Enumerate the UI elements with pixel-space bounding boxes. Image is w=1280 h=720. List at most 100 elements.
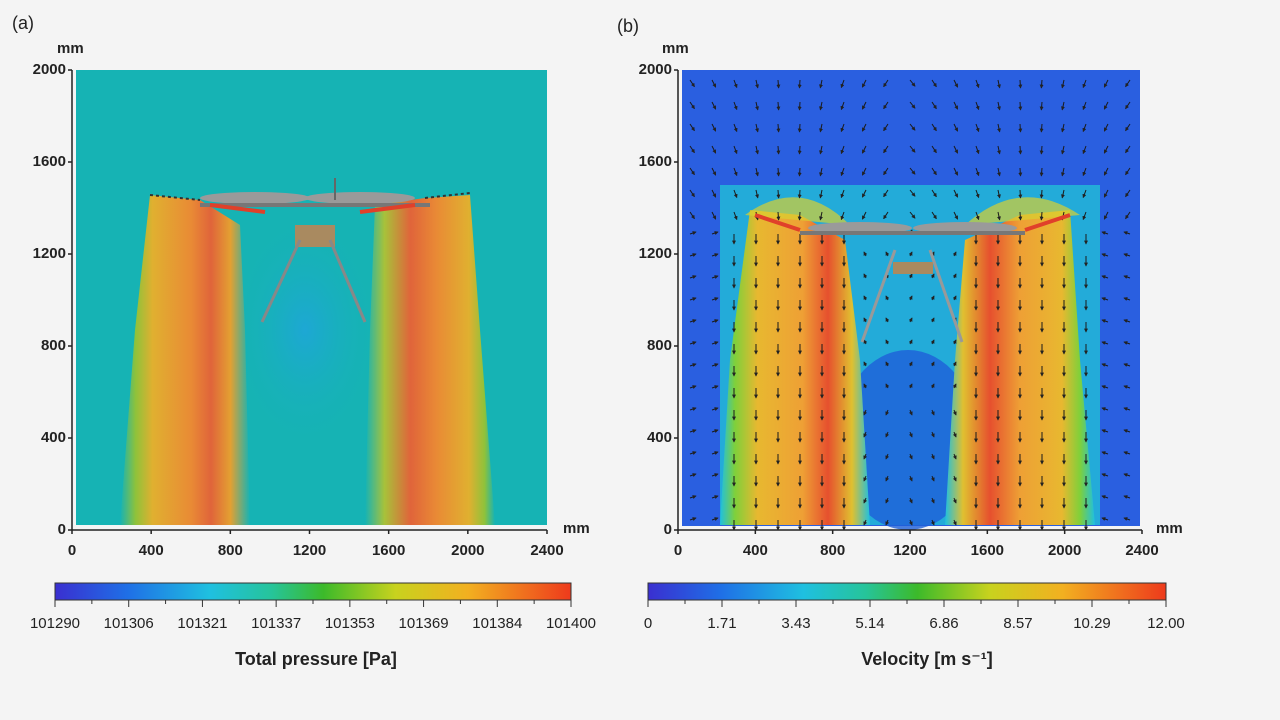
panel-a-label: (a) (12, 13, 34, 33)
axis-ticks-b (674, 69, 1143, 534)
x-tick-label-b: 2000 (1047, 542, 1082, 559)
velocity-arrow (1061, 145, 1065, 155)
velocity-arrow (733, 211, 738, 221)
y-tick-label-a: 1200 (32, 245, 66, 262)
velocity-arrow (952, 453, 957, 460)
velocity-arrow (952, 251, 957, 257)
tip-vortex-right (965, 197, 1080, 225)
velocity-arrow (1125, 79, 1131, 88)
velocity-arrow (797, 211, 802, 221)
velocity-arrow (755, 79, 759, 89)
velocity-arrow (953, 79, 959, 88)
velocity-arrow (1103, 101, 1109, 110)
velocity-arrow (863, 497, 868, 504)
velocity-arrow (819, 123, 823, 133)
x-tick-label-b: 0 (673, 542, 683, 559)
velocity-arrow (1101, 341, 1109, 345)
velocity-arrow (908, 453, 913, 460)
velocity-arrow (1123, 319, 1131, 323)
velocity-arrow (711, 319, 719, 323)
velocity-arrow (755, 101, 759, 111)
velocity-arrow (861, 189, 867, 198)
velocity-arrow (1039, 167, 1044, 177)
velocity-arrow (711, 517, 719, 521)
velocity-arrow (909, 167, 916, 175)
velocity-arrow (930, 409, 935, 416)
velocity-arrow (1123, 407, 1131, 411)
velocity-arrow (863, 251, 868, 257)
colorbar-velocity-title: Velocity [m s⁻¹] (861, 649, 993, 669)
velocity-arrow (733, 101, 738, 111)
y-tick-label-b: 400 (646, 429, 672, 446)
velocity-arrow (689, 101, 695, 110)
velocity-arrow (953, 167, 959, 176)
velocity-arrow (1039, 79, 1044, 89)
velocity-arrow (755, 145, 759, 155)
velocity-arrow (711, 253, 719, 257)
velocity-arrow (1125, 189, 1131, 198)
velocity-arrow (908, 519, 913, 526)
velocity-arrow (908, 409, 913, 416)
velocity-arrow (689, 145, 695, 154)
velocity-arrow (883, 123, 889, 132)
velocity-arrow (883, 167, 889, 176)
velocity-arrow (1061, 167, 1065, 177)
velocity-arrow (711, 407, 719, 411)
colorbar-tick-label: 1.71 (707, 615, 737, 632)
velocity-arrow (776, 189, 781, 199)
velocity-arrow (952, 273, 957, 279)
axis-ticks-a (68, 69, 548, 534)
velocity-arrow (975, 123, 980, 133)
colorbar-tick-label: 6.86 (929, 615, 959, 632)
velocity-arrow (931, 145, 937, 154)
velocity-arrow (909, 123, 916, 131)
velocity-arrow (930, 453, 935, 460)
velocity-arrow (1101, 363, 1109, 367)
velocity-arrow (908, 273, 913, 279)
velocity-arrow (953, 211, 959, 220)
colorbar-tick-label: 101337 (251, 615, 302, 632)
drone-model-b (754, 213, 1071, 343)
velocity-column-left (720, 210, 870, 525)
velocity-arrow (689, 451, 697, 455)
velocity-arrow (1018, 123, 1023, 133)
x-unit-a: mm (563, 520, 590, 537)
velocity-arrow (689, 495, 697, 499)
velocity-arrow (863, 475, 868, 482)
velocity-arrow (1101, 385, 1109, 389)
velocity-arrow (1125, 167, 1131, 176)
velocity-arrow (931, 211, 937, 220)
velocity-arrow (797, 189, 802, 199)
velocity-arrow (711, 363, 719, 367)
pressure-column-left (120, 195, 250, 525)
velocity-arrow (711, 167, 717, 176)
velocity-arrow (1082, 211, 1087, 221)
velocity-arrow (952, 497, 957, 504)
pressure-column-right (365, 195, 495, 525)
x-tick-label-b: 2400 (1125, 542, 1159, 559)
velocity-arrow (689, 189, 695, 198)
velocity-arrow (885, 295, 890, 301)
velocity-arrow (1103, 189, 1109, 198)
velocity-arrow (885, 409, 890, 416)
y-tick-label-a: 800 (40, 337, 66, 354)
velocity-arrow (952, 475, 957, 482)
velocity-arrow (975, 189, 980, 199)
velocity-arrow (931, 101, 937, 110)
velocity-arrow (863, 383, 868, 389)
velocity-arrow (711, 79, 717, 88)
velocity-arrow (885, 497, 890, 504)
velocity-arrow (952, 339, 957, 345)
y-tick-label-a: 0 (57, 521, 66, 538)
velocity-arrow (1018, 101, 1023, 111)
x-tick-label-a: 1600 (371, 542, 406, 559)
velocity-arrow (711, 341, 719, 345)
velocity-arrow (711, 275, 719, 279)
velocity-arrow (1123, 385, 1131, 389)
velocity-arrow (930, 317, 935, 323)
velocity-arrow (819, 79, 823, 89)
velocity-arrow (930, 497, 935, 504)
velocity-arrow (930, 519, 935, 526)
velocity-arrow (689, 341, 697, 345)
velocity-arrow (997, 101, 1001, 111)
